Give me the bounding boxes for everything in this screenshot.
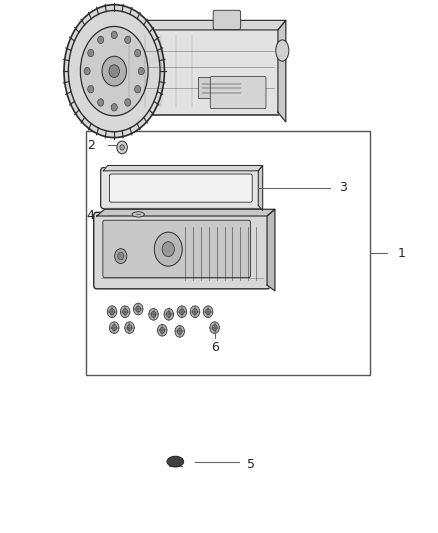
Ellipse shape xyxy=(276,40,289,61)
Ellipse shape xyxy=(132,212,145,217)
Circle shape xyxy=(151,311,156,317)
FancyBboxPatch shape xyxy=(103,220,251,278)
Circle shape xyxy=(190,306,200,318)
Circle shape xyxy=(84,67,90,75)
Circle shape xyxy=(98,36,104,44)
Circle shape xyxy=(136,306,141,312)
Circle shape xyxy=(164,309,173,320)
Circle shape xyxy=(109,64,120,77)
Polygon shape xyxy=(103,165,263,171)
Circle shape xyxy=(134,303,143,315)
Circle shape xyxy=(110,322,119,334)
Circle shape xyxy=(127,325,132,330)
Circle shape xyxy=(118,252,124,260)
Circle shape xyxy=(149,309,158,320)
Circle shape xyxy=(88,50,94,57)
Circle shape xyxy=(107,306,117,318)
Circle shape xyxy=(117,141,127,154)
Text: 4: 4 xyxy=(87,209,95,222)
Circle shape xyxy=(115,248,127,263)
Circle shape xyxy=(162,242,174,256)
Circle shape xyxy=(138,67,145,75)
FancyBboxPatch shape xyxy=(110,27,280,115)
Circle shape xyxy=(206,309,211,314)
Bar xyxy=(198,77,245,98)
Text: 1: 1 xyxy=(398,247,406,260)
Ellipse shape xyxy=(167,456,184,467)
Circle shape xyxy=(102,56,127,86)
Circle shape xyxy=(180,309,184,314)
Circle shape xyxy=(88,85,94,93)
Text: 3: 3 xyxy=(339,181,347,195)
Circle shape xyxy=(177,306,187,318)
Ellipse shape xyxy=(81,27,148,116)
FancyBboxPatch shape xyxy=(210,77,266,109)
Circle shape xyxy=(120,145,124,150)
Text: 2: 2 xyxy=(87,139,95,152)
Circle shape xyxy=(120,306,130,318)
Circle shape xyxy=(134,50,141,57)
Circle shape xyxy=(193,309,198,314)
Circle shape xyxy=(98,99,104,106)
Text: 5: 5 xyxy=(247,458,255,471)
Circle shape xyxy=(160,327,165,333)
Circle shape xyxy=(210,322,219,334)
Polygon shape xyxy=(97,209,275,216)
Circle shape xyxy=(177,328,182,334)
Polygon shape xyxy=(267,209,275,291)
FancyBboxPatch shape xyxy=(110,174,252,202)
Circle shape xyxy=(111,103,117,111)
Circle shape xyxy=(212,325,217,330)
Circle shape xyxy=(123,309,127,314)
Circle shape xyxy=(125,99,131,106)
Polygon shape xyxy=(112,20,286,30)
Bar xyxy=(86,131,370,375)
FancyBboxPatch shape xyxy=(213,10,240,29)
Circle shape xyxy=(125,322,134,334)
Circle shape xyxy=(203,306,213,318)
Circle shape xyxy=(134,85,141,93)
Polygon shape xyxy=(278,20,286,122)
Text: 6: 6 xyxy=(211,341,219,354)
Circle shape xyxy=(175,326,184,337)
FancyBboxPatch shape xyxy=(101,167,261,208)
Polygon shape xyxy=(258,165,263,211)
Ellipse shape xyxy=(64,5,164,138)
Circle shape xyxy=(166,311,171,317)
Circle shape xyxy=(154,232,182,266)
Circle shape xyxy=(157,325,167,336)
Circle shape xyxy=(125,36,131,44)
Circle shape xyxy=(111,31,117,39)
FancyBboxPatch shape xyxy=(94,212,270,289)
Circle shape xyxy=(112,325,117,330)
Circle shape xyxy=(110,309,114,314)
